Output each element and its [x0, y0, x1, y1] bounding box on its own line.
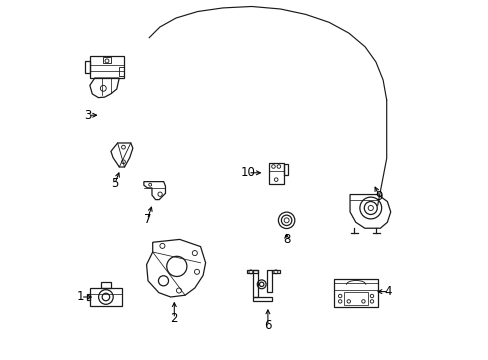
Bar — [103, 57, 110, 63]
Text: 8: 8 — [283, 233, 290, 246]
Bar — [87, 294, 90, 300]
Text: 7: 7 — [143, 213, 151, 226]
Text: 9: 9 — [375, 190, 383, 203]
Text: 6: 6 — [264, 319, 271, 332]
Text: 1: 1 — [77, 291, 84, 303]
Text: 2: 2 — [170, 312, 178, 325]
Text: 10: 10 — [240, 166, 255, 179]
Bar — [283, 164, 287, 175]
Bar — [90, 288, 122, 306]
Bar — [101, 282, 111, 288]
Bar — [268, 163, 283, 184]
Text: 3: 3 — [84, 109, 91, 122]
Text: 4: 4 — [384, 285, 391, 298]
Bar — [343, 292, 367, 305]
Bar — [119, 67, 124, 76]
Bar — [85, 61, 90, 73]
Text: 5: 5 — [111, 177, 119, 190]
Bar — [252, 297, 272, 301]
Bar — [333, 279, 377, 307]
Bar — [90, 56, 124, 78]
